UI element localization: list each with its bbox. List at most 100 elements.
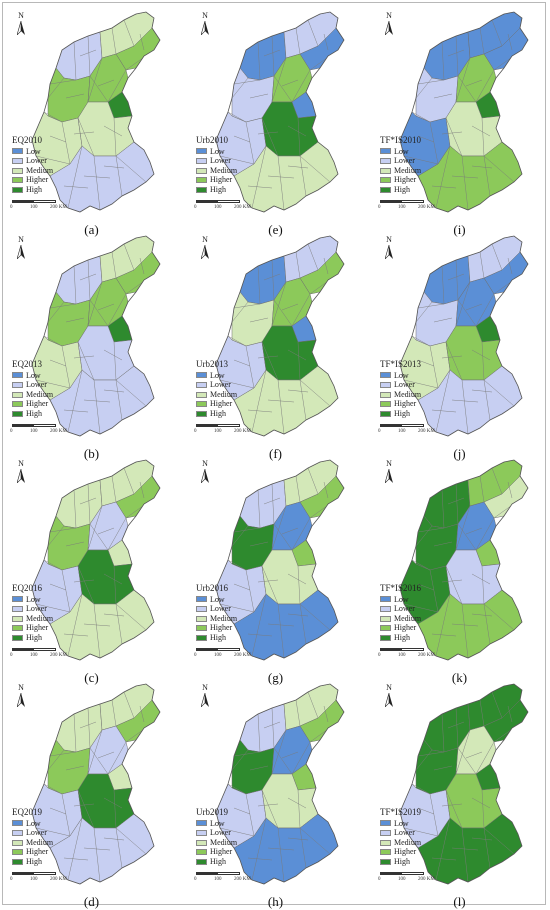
county-border	[287, 613, 309, 617]
county-border	[277, 379, 285, 435]
county-border	[287, 797, 307, 809]
map-legend: TF*IS2010 Low Lower Medium Higher High	[380, 135, 422, 195]
map-panel-f: N Urb2013 Low Lower Medium Higher High 0 100 200 …	[188, 230, 363, 450]
county-border	[61, 569, 71, 613]
county-border	[47, 77, 65, 99]
county-border	[441, 131, 463, 135]
county-border	[233, 79, 261, 85]
county-border	[245, 121, 255, 165]
region-outline	[215, 459, 345, 661]
scale-tick-label: 100	[30, 877, 38, 882]
county-border	[113, 341, 117, 381]
legend-label: Low	[210, 818, 225, 828]
county-border	[271, 483, 275, 525]
county-border	[35, 379, 71, 389]
county-border	[271, 281, 287, 327]
county-border	[417, 359, 435, 367]
legend-item: Low	[380, 371, 421, 381]
county-border	[247, 409, 273, 413]
legend-title: TF*IS2010	[380, 135, 422, 145]
county-border	[87, 707, 91, 749]
county-border	[491, 691, 503, 719]
county-border	[445, 117, 463, 157]
legend-swatch	[12, 148, 23, 155]
county-border	[307, 243, 319, 271]
county-border	[415, 525, 433, 547]
legend-item: Low	[196, 819, 237, 829]
scale-tick-label: 0	[194, 877, 197, 882]
county-border	[83, 399, 111, 403]
county-border	[103, 165, 125, 169]
county-border	[49, 751, 77, 757]
legend-item: Higher	[380, 847, 421, 857]
legend-swatch	[196, 596, 207, 603]
county-border	[299, 379, 331, 407]
county-border	[115, 155, 123, 197]
county-border	[249, 93, 269, 99]
legend-item: Medium	[12, 838, 53, 848]
county-border	[447, 49, 465, 57]
legend-item: Medium	[380, 838, 421, 848]
panel-caption: (i)	[453, 222, 466, 237]
county-border	[455, 707, 459, 749]
county-border	[307, 467, 319, 495]
county-border	[247, 857, 273, 861]
county-border	[291, 517, 311, 551]
scale-tick-label: 0	[378, 205, 381, 210]
county-border	[115, 379, 147, 407]
county-border	[417, 135, 435, 143]
county-border	[251, 817, 267, 881]
county-border	[277, 603, 285, 659]
county-border	[411, 111, 431, 123]
scale-bar-graphic	[380, 200, 424, 203]
county-border	[93, 155, 101, 211]
north-arrow-icon	[201, 469, 209, 483]
legend-item: Low	[196, 595, 237, 605]
legend-swatch	[12, 157, 23, 164]
legend-label: High	[26, 184, 42, 194]
legend-label: Lower	[26, 828, 47, 838]
north-arrow: N	[14, 460, 28, 483]
scale-tick-label: 0	[378, 877, 381, 882]
panel-caption: (a)	[84, 222, 99, 237]
county-border	[49, 79, 77, 85]
legend-item: High	[196, 857, 237, 867]
county-border	[307, 19, 319, 47]
county-border	[455, 259, 459, 301]
county-border	[233, 527, 261, 533]
scale-bar: 0 100 200 KM	[10, 872, 70, 886]
legend-label: High	[210, 856, 226, 866]
legend-swatch	[196, 839, 207, 846]
county-border	[107, 293, 127, 327]
legend-swatch	[12, 849, 23, 856]
county-border	[73, 803, 95, 807]
county-border	[403, 155, 439, 165]
county-border	[323, 33, 329, 51]
scale-bar-graphic	[12, 648, 56, 651]
county-border	[471, 797, 491, 809]
county-border	[441, 41, 445, 81]
county-border	[403, 827, 439, 837]
scale-bar: 0 100 200 KM	[194, 648, 254, 662]
county-border	[287, 165, 309, 169]
county-border	[481, 565, 485, 605]
county-border	[87, 505, 103, 551]
panel-caption: (j)	[453, 446, 466, 461]
county-border	[295, 27, 301, 55]
county-border	[83, 847, 111, 851]
legend-item: High	[380, 185, 421, 195]
scale-tick-label: 200 KM	[418, 205, 435, 210]
legend-label: Higher	[210, 623, 233, 633]
legend-label: Lower	[394, 156, 415, 166]
county-border	[249, 765, 269, 771]
north-label: N	[18, 459, 24, 468]
county-border	[263, 49, 281, 57]
legend-item: Higher	[196, 847, 237, 857]
county-border	[107, 517, 127, 551]
legend-swatch	[12, 372, 23, 379]
north-label: N	[202, 459, 208, 468]
county-border	[103, 125, 123, 137]
county-border	[227, 783, 247, 795]
legend-item: Higher	[196, 399, 237, 409]
county-border	[65, 93, 85, 99]
